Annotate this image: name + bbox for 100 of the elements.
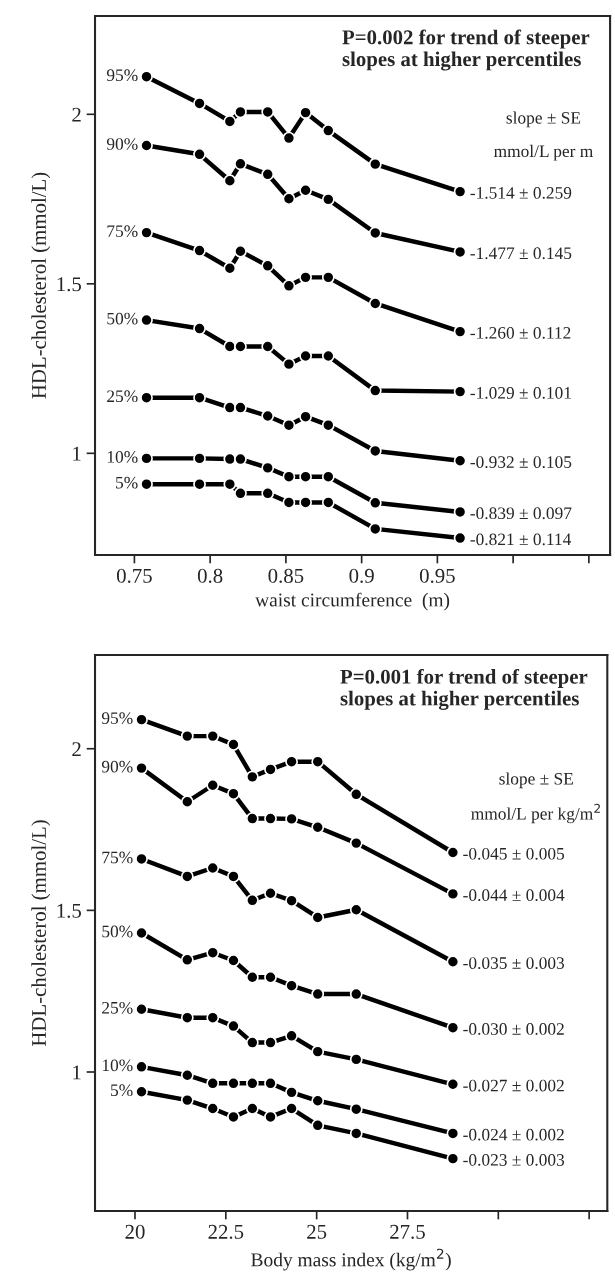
y-axis-title: HDL-cholesterol (mmol/L) [31, 820, 51, 1047]
x-tick-label: 0.95 [419, 568, 455, 583]
point [299, 106, 312, 120]
annotation: mmol/L per kg/m$^{2}$ [471, 803, 600, 824]
point [135, 852, 148, 866]
point [135, 1060, 148, 1074]
series-label: 5% [116, 476, 138, 489]
y-tick-label: 1.5 [57, 903, 82, 918]
annotation: -1.514 ± 0.259 [470, 187, 572, 199]
point [321, 470, 335, 484]
annotation: -0.932 ± 0.105 [470, 456, 572, 468]
y-tick-label: 1 [73, 446, 81, 461]
point [227, 738, 240, 751]
series-label: 50% [102, 925, 133, 938]
series-label: 95% [106, 69, 138, 82]
point [193, 391, 206, 405]
point [368, 496, 382, 510]
point [140, 391, 153, 405]
point [193, 244, 206, 257]
point [234, 401, 247, 414]
series-label: 5% [111, 1084, 133, 1097]
series-label: 90% [106, 138, 138, 150]
point [223, 261, 237, 275]
point [321, 496, 335, 509]
point [234, 452, 247, 466]
point [299, 410, 312, 424]
point [299, 183, 312, 197]
x-tick-label: 0.9 [349, 568, 374, 583]
point [453, 531, 467, 545]
point [206, 1076, 220, 1090]
point [446, 1021, 460, 1035]
point [299, 496, 312, 509]
point [285, 755, 298, 769]
point [193, 477, 206, 491]
point [264, 1036, 277, 1049]
point [368, 226, 382, 240]
point [311, 987, 325, 1001]
point [321, 193, 335, 206]
x-tick-label: 0.75 [116, 568, 152, 583]
point [311, 1094, 325, 1108]
point [349, 1053, 363, 1066]
point [321, 349, 335, 363]
point [140, 477, 153, 491]
point [245, 1036, 259, 1049]
point [234, 244, 247, 258]
point [453, 454, 467, 468]
point [180, 729, 194, 743]
series-label: 10% [107, 451, 138, 463]
point [140, 226, 153, 240]
point [261, 340, 275, 353]
annotation: slope ± SE [499, 772, 573, 789]
series-label: 50% [107, 312, 138, 325]
point [453, 505, 467, 519]
point [453, 325, 467, 338]
point [264, 1110, 277, 1124]
series-label: 25% [102, 1001, 133, 1014]
series-label: 25% [107, 390, 138, 403]
point [311, 1118, 325, 1132]
series-label: 95% [101, 712, 133, 725]
text: P=0.001 for trend of steeper slopes at higher percentiles [340, 668, 588, 710]
point [453, 245, 467, 259]
point [299, 270, 312, 284]
point [193, 147, 206, 161]
point [321, 124, 335, 137]
y-tick-label: 2 [72, 107, 81, 122]
point [261, 167, 275, 181]
point [227, 870, 240, 883]
point [349, 1127, 363, 1140]
point [311, 1045, 325, 1059]
point [282, 192, 296, 206]
point [368, 157, 382, 171]
point [446, 1077, 460, 1091]
annotation: -0.821 ± 0.114 [470, 533, 572, 546]
point [311, 755, 325, 769]
point [135, 1085, 148, 1099]
annotation: -1.029 ± 0.101 [470, 387, 571, 399]
point [180, 1068, 194, 1082]
point [368, 522, 382, 536]
point [180, 1093, 194, 1107]
point [206, 1102, 220, 1115]
x-axis-title: Body mass index (kg/m$^{2}$) [251, 1248, 451, 1271]
x-tick-label: 27.5 [390, 1224, 425, 1239]
point [234, 486, 247, 500]
y-axis-title: HDL-cholesterol (mmol/L) [31, 172, 51, 399]
point [206, 861, 220, 875]
y-tick-label: 2 [72, 742, 81, 756]
annotation: -0.027 ± 0.002 [463, 1079, 564, 1092]
point [349, 903, 363, 917]
series-label: 90% [101, 760, 133, 773]
point [264, 1076, 277, 1090]
x-tick-label: 25 [307, 1224, 327, 1239]
x-tick-label: 22.5 [208, 1224, 244, 1239]
annotation: -0.044 ± 0.004 [463, 889, 565, 902]
point [349, 836, 363, 850]
annotation: slope ± SE [506, 111, 581, 128]
point [311, 911, 325, 924]
annotation: -0.023 ± 0.003 [463, 1154, 565, 1166]
point [234, 157, 247, 171]
point [234, 340, 247, 353]
annotation: -1.477 ± 0.145 [470, 247, 572, 260]
